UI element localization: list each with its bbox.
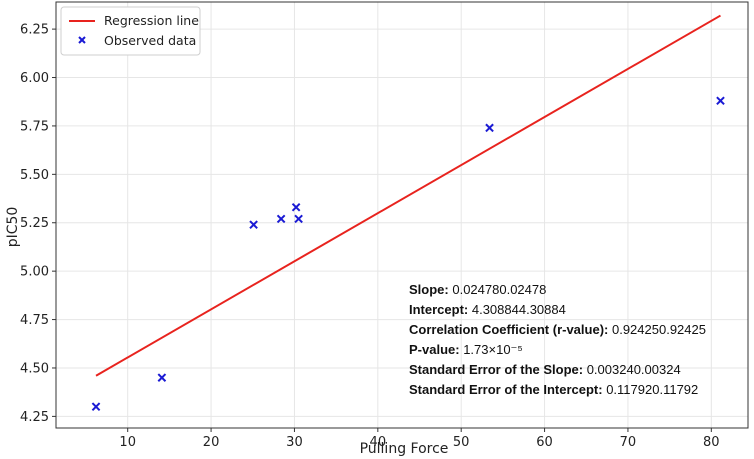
legend-label-observed: Observed data: [104, 33, 196, 48]
data-point: [294, 214, 303, 224]
x-tick-label: 70: [620, 435, 637, 450]
plot-area-frame: [55, 1, 749, 429]
y-axis-label: pIC50: [5, 207, 21, 248]
x-tick-label: 10: [119, 435, 136, 450]
x-axis-label: Pulling Force: [360, 441, 449, 457]
plot-series: [91, 14, 725, 412]
x-tick-label: 60: [536, 435, 553, 450]
legend-x-marker-icon: [78, 36, 86, 44]
stat-slope: Slope: 0.024780.02478: [409, 282, 546, 297]
data-point: [249, 220, 258, 229]
y-tick-label: 5.75: [20, 119, 49, 134]
x-tick-label: 80: [703, 435, 720, 450]
y-tick-label: 5.00: [20, 265, 49, 280]
data-point: [291, 202, 301, 212]
x-tick-label: 50: [453, 435, 470, 450]
stat-r-value: Correlation Coefficient (r-value): 0.924…: [409, 322, 706, 337]
stat-slope-stderr: Standard Error of the Slope: 0.003240.00…: [409, 362, 681, 377]
stat-intercept: Intercept: 4.308844.30884: [409, 302, 566, 317]
y-tick-label: 4.25: [20, 410, 49, 425]
y-tick-label: 6.25: [20, 23, 49, 38]
y-tick-label: 4.50: [20, 361, 49, 376]
regression-line: [95, 14, 721, 377]
stat-p-value: P-value: 1.73×10⁻⁵: [409, 342, 523, 357]
data-point: [91, 402, 101, 412]
y-tick-label: 6.00: [20, 71, 49, 86]
data-point: [485, 123, 494, 133]
grid-lines: [56, 2, 748, 428]
axis-ticks: 10 20 30 40 50 60 70 80 4.25 4.50 4.75 5.00 5.25 5.50…: [20, 23, 720, 450]
y-tick-label: 4.75: [20, 313, 49, 328]
legend-label-regression: Regression line: [104, 13, 199, 28]
y-tick-label: 5.25: [20, 216, 49, 231]
x-tick-label: 30: [286, 435, 303, 450]
legend: Regression line Observed data: [60, 6, 201, 56]
y-tick-label: 5.50: [20, 168, 49, 183]
legend-box: [60, 6, 201, 56]
data-point: [716, 96, 725, 106]
x-tick-label: 20: [203, 435, 220, 450]
data-point: [157, 373, 167, 382]
regression-statistics: Slope: 0.024780.02478 Intercept: 4.30884…: [409, 282, 706, 397]
data-point: [276, 214, 286, 224]
x-tick-label: 40: [370, 435, 387, 450]
stat-intercept-stderr: Standard Error of the Intercept: 0.11792…: [409, 382, 698, 397]
